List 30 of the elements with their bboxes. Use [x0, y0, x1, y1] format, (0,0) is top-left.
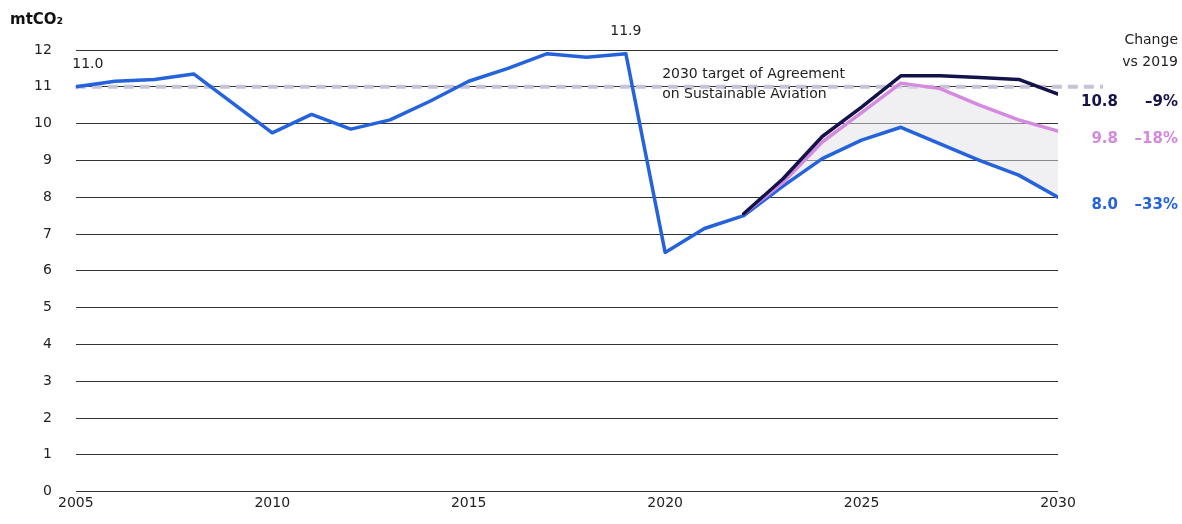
y-tick-label: 2 [42, 408, 52, 425]
text: –9% [1145, 92, 1178, 111]
x-tick-label: 2015 [450, 493, 487, 510]
y-tick-label: 0 [42, 482, 52, 499]
annotation: 11.9 [610, 22, 642, 39]
y-tick-label: 10 [33, 114, 52, 131]
y-axis-title: mtCO₂ [10, 9, 64, 28]
annotation: 10.8 [1080, 92, 1118, 111]
x-tick-label: 2010 [254, 493, 291, 510]
y-tick-label: 8 [42, 187, 52, 204]
y-tick-label: 6 [42, 261, 52, 278]
y-tick-label: 9 [42, 151, 52, 168]
y-tick-label: 7 [42, 224, 52, 241]
x-tick-label: 2005 [57, 493, 94, 510]
x-tick-label: 2025 [843, 493, 880, 510]
y-tick-label: 4 [42, 335, 52, 352]
y-tick-label: 3 [42, 371, 52, 388]
text: –33% [1134, 195, 1178, 214]
x-tick-label: 2030 [1040, 493, 1076, 510]
ref-line-label: 2030 target of Agreement on Sustainable Aviation [662, 65, 846, 102]
y-tick-label: 12 [33, 40, 52, 57]
annotation: 11.0 [72, 55, 104, 72]
text: Change vs 2019 [1122, 30, 1178, 69]
annotation: 8.0 [1091, 195, 1118, 214]
x-tick-label: 2020 [647, 493, 683, 510]
text: –18% [1134, 128, 1178, 147]
y-tick-label: 1 [42, 445, 52, 462]
annotation: 9.8 [1091, 128, 1118, 147]
y-tick-label: 5 [42, 298, 52, 315]
y-tick-label: 11 [33, 77, 52, 94]
